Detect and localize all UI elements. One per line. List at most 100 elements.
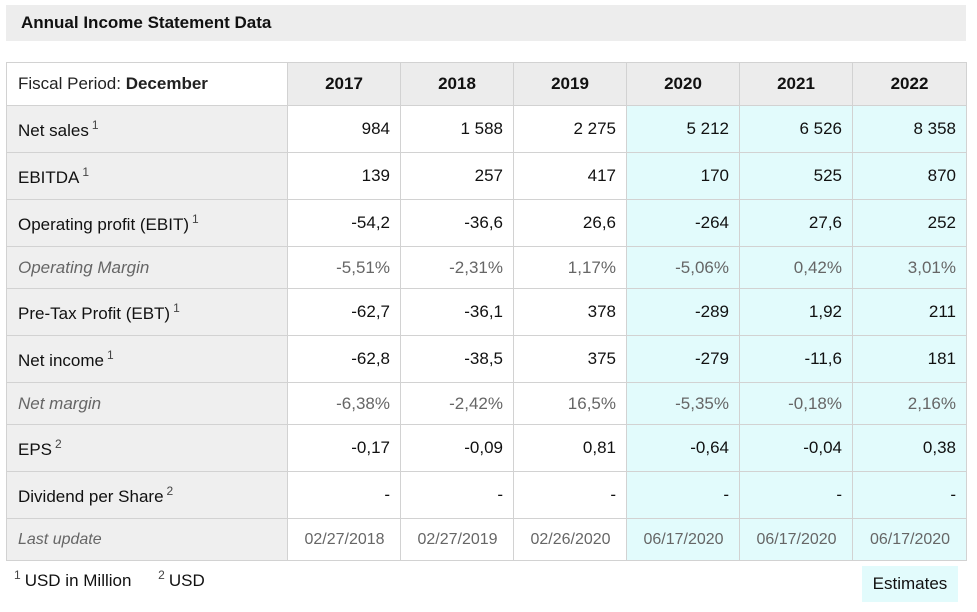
table-cell: -0,64 — [626, 424, 740, 472]
table-cell: -5,35% — [626, 382, 740, 425]
footnotes: 1 USD in Million 2 USD — [14, 568, 227, 591]
table-cell: -0,17 — [287, 424, 401, 472]
table-cell: 870 — [852, 152, 967, 200]
table-cell: 02/27/2018 — [287, 518, 401, 561]
table-row: Net income 1 -62,8 -38,5 375 -279 -11,6 181 — [6, 335, 967, 383]
table-cell: 0,81 — [513, 424, 627, 472]
table-row: EBITDA 1 139 257 417 170 525 870 — [6, 152, 967, 200]
table-cell: 3,01% — [852, 246, 967, 289]
table-cell: -62,7 — [287, 288, 401, 336]
table-cell: -264 — [626, 199, 740, 247]
table-cell: 170 — [626, 152, 740, 200]
table-cell: -36,1 — [400, 288, 514, 336]
row-label-text: Last update — [18, 530, 102, 548]
table-cell: - — [852, 471, 967, 519]
section-title: Annual Income Statement Data — [6, 5, 966, 41]
table-row: Operating profit (EBIT) 1 -54,2 -36,6 26,6 -2… — [6, 199, 967, 247]
table-cell: 252 — [852, 199, 967, 247]
table-cell: -0,09 — [400, 424, 514, 472]
table-cell: 525 — [739, 152, 853, 200]
row-label-text: Net margin — [18, 393, 102, 413]
table-cell: 0,42% — [739, 246, 853, 289]
table-cell: -36,6 — [400, 199, 514, 247]
header-row: Fiscal Period: December 2017 2018 2019 2… — [6, 62, 967, 106]
footnote-text: USD — [168, 571, 205, 590]
table-cell: -279 — [626, 335, 740, 383]
footnote: 2 USD — [158, 568, 205, 590]
footnote-mark: 1 — [91, 117, 99, 132]
row-label-text: EBITDA — [18, 167, 80, 187]
table-cell: - — [626, 471, 740, 519]
table-row: Operating Margin -5,51% -2,31% 1,17% -5,06% 0… — [6, 246, 967, 289]
table-cell: -2,42% — [400, 382, 514, 425]
table-cell: 417 — [513, 152, 627, 200]
footnote-text: USD in Million — [24, 571, 132, 590]
table-cell: 0,38 — [852, 424, 967, 472]
table-cell: 181 — [852, 335, 967, 383]
table-cell: 26,6 — [513, 199, 627, 247]
table-cell: -0,04 — [739, 424, 853, 472]
table-cell: 1,92 — [739, 288, 853, 336]
fiscal-period-prefix: Fiscal Period: — [18, 74, 126, 93]
row-label-text: Pre-Tax Profit (EBT) — [18, 303, 171, 323]
table-row: Net margin -6,38% -2,42% 16,5% -5,35% -0,18% 2… — [6, 382, 967, 425]
row-label-text: Operating profit (EBIT) — [18, 214, 190, 234]
year-header: 2021 — [739, 62, 853, 106]
table-cell: 2,16% — [852, 382, 967, 425]
footnote-mark: 1 — [106, 347, 114, 362]
table-cell: 02/27/2019 — [400, 518, 514, 561]
table-cell: 375 — [513, 335, 627, 383]
footnote-mark: 1 — [14, 568, 21, 582]
row-label: Last update — [6, 518, 288, 561]
footnote-mark: 1 — [82, 164, 90, 179]
footnote-mark: 1 — [173, 300, 180, 315]
row-label: Net income 1 — [6, 335, 288, 383]
table-cell: 1 588 — [400, 105, 514, 153]
row-label: Operating Margin — [6, 246, 288, 289]
row-label: Dividend per Share 2 — [6, 471, 288, 519]
table-cell: -289 — [626, 288, 740, 336]
table-cell: -38,5 — [400, 335, 514, 383]
table-cell: 2 275 — [513, 105, 627, 153]
table-cell: 378 — [513, 288, 627, 336]
row-label: Net margin — [6, 382, 288, 425]
table-cell: 211 — [852, 288, 967, 336]
year-header: 2020 — [626, 62, 740, 106]
table-cell: -54,2 — [287, 199, 401, 247]
table-cell: -5,51% — [287, 246, 401, 289]
footnote-mark: 2 — [55, 436, 62, 451]
table-cell: 27,6 — [739, 199, 853, 247]
table-cell: 02/26/2020 — [513, 518, 627, 561]
table-row: Pre-Tax Profit (EBT) 1 -62,7 -36,1 378 -289 1,… — [6, 288, 967, 336]
table-cell: 984 — [287, 105, 401, 153]
table-cell: 1,17% — [513, 246, 627, 289]
table-cell: - — [739, 471, 853, 519]
table-cell: 6 526 — [739, 105, 853, 153]
row-label-text: Net sales — [18, 120, 89, 140]
table-cell: 06/17/2020 — [626, 518, 740, 561]
table-row: Net sales 1 984 1 588 2 275 5 212 6 526 8 358 — [6, 105, 967, 153]
table-cell: -6,38% — [287, 382, 401, 425]
table-row: Last update 02/27/2018 02/27/2019 02/26/202… — [6, 518, 967, 561]
estimates-button[interactable]: Estimates — [862, 566, 958, 602]
table-cell: -0,18% — [739, 382, 853, 425]
table-cell: -11,6 — [739, 335, 853, 383]
table-cell: 139 — [287, 152, 401, 200]
table-cell: -5,06% — [626, 246, 740, 289]
row-label-text: EPS — [18, 439, 53, 459]
row-label: Net sales 1 — [6, 105, 288, 153]
footnote-mark: 2 — [158, 568, 165, 582]
table-cell: -62,8 — [287, 335, 401, 383]
table-cell: - — [513, 471, 627, 519]
table-row: EPS 2 -0,17 -0,09 0,81 -0,64 -0,04 0,38 — [6, 424, 967, 472]
row-label: Operating profit (EBIT) 1 — [6, 199, 288, 247]
row-label: EBITDA 1 — [6, 152, 288, 200]
year-header: 2017 — [287, 62, 401, 106]
table-cell: 8 358 — [852, 105, 967, 153]
table-cell: 06/17/2020 — [852, 518, 967, 561]
footnote-mark: 2 — [166, 483, 174, 498]
income-statement-table: Fiscal Period: December 2017 2018 2019 2… — [6, 62, 967, 561]
table-cell: - — [400, 471, 514, 519]
fiscal-period-label: Fiscal Period: December — [6, 62, 288, 106]
table-cell: 16,5% — [513, 382, 627, 425]
